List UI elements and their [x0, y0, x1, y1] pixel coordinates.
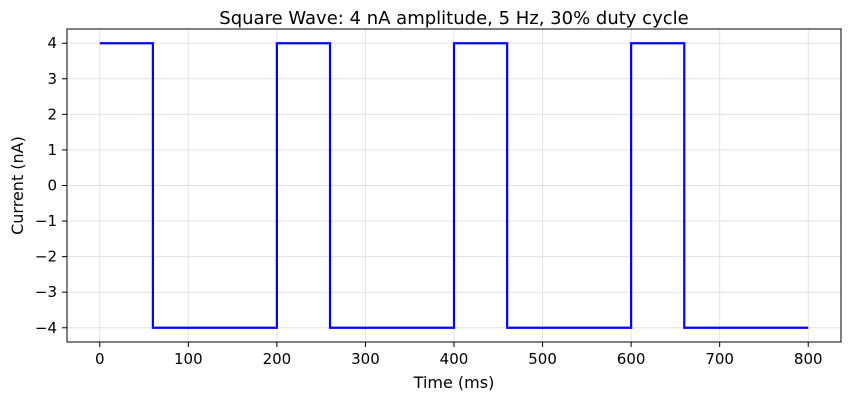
- y-axis-label: Current (nA): [8, 136, 27, 235]
- x-tick-label: 500: [528, 350, 557, 368]
- x-tick-label: 800: [794, 350, 823, 368]
- y-tick-label: −2: [35, 248, 57, 266]
- y-tick-label: 3: [47, 70, 57, 88]
- y-tick-label: −4: [35, 319, 57, 337]
- x-axis-label: Time (ms): [413, 373, 495, 392]
- x-tick-label: 600: [617, 350, 646, 368]
- y-tick-label: −1: [35, 212, 57, 230]
- series-layer: [99, 42, 809, 329]
- x-tick-label: 200: [263, 350, 292, 368]
- series-line-0: [99, 42, 809, 329]
- x-tick-label: 100: [174, 350, 203, 368]
- x-tick-label: 300: [351, 350, 380, 368]
- y-tick-label: −3: [35, 283, 57, 301]
- chart-title: Square Wave: 4 nA amplitude, 5 Hz, 30% d…: [219, 8, 688, 29]
- y-tick-label: 2: [47, 105, 57, 123]
- y-tick-label: 0: [47, 177, 57, 195]
- y-axis-ticks: 4 3 2 1 0 −1 −2 −3 −4: [35, 34, 67, 337]
- x-tick-label: 0: [95, 350, 105, 368]
- x-tick-label: 700: [705, 350, 734, 368]
- x-axis-ticks: 0 100 200 300 400 500 600 700 800: [95, 342, 823, 368]
- y-tick-label: 4: [47, 34, 57, 52]
- y-tick-label: 1: [47, 141, 57, 159]
- x-tick-label: 400: [440, 350, 469, 368]
